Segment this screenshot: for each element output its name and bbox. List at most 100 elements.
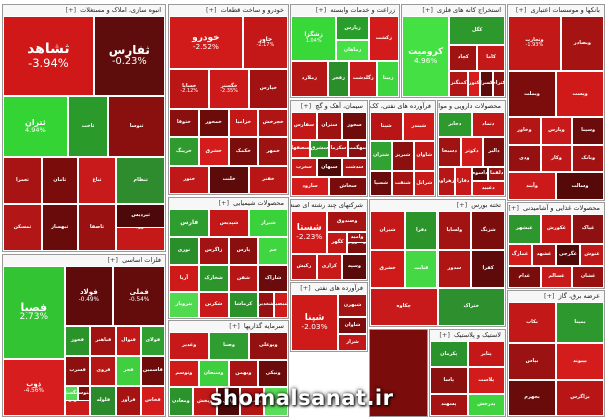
sector-food[interactable]: محصولات غذایی و آشامیدنی [+] غبشهر غکورش غ… (507, 202, 605, 289)
stock-tile[interactable]: کچاد (449, 45, 478, 72)
stock-tile[interactable]: فتوسا (77, 386, 91, 401)
stock-tile[interactable]: وبصادر (560, 16, 604, 72)
stock-tile[interactable]: خساپا -2.12% (169, 69, 210, 109)
sector-header[interactable]: فلزات اساسی [+] (3, 255, 165, 266)
stock-tile[interactable]: شاوان (338, 316, 367, 334)
stock-tile[interactable]: وبوعلی (248, 332, 288, 360)
stock-tile[interactable]: بجهرم (508, 379, 556, 416)
stock-tile[interactable]: وپست (556, 71, 604, 118)
stock-tile[interactable]: شخارک (198, 264, 229, 292)
stock-tile[interactable]: غمارگ (508, 243, 532, 266)
stock-tile[interactable]: شیراز (248, 209, 288, 238)
stock-tile[interactable]: بکاب (508, 302, 556, 344)
sector-header[interactable]: فرآورده های نفتی [+] (291, 283, 367, 294)
stock-tile[interactable]: آریا (169, 264, 199, 292)
stock-tile[interactable]: شنفت (392, 170, 414, 196)
stock-tile[interactable]: وتجارت -1.93% (508, 16, 561, 72)
stock-tile[interactable]: ورنا (264, 387, 288, 416)
stock-tile[interactable]: شستا -2.23% (291, 211, 328, 254)
stock-tile[interactable]: دفرا (405, 211, 438, 251)
stock-tile[interactable]: خرینگ (169, 137, 199, 166)
expand-button[interactable]: [+] (107, 256, 118, 264)
sector-header[interactable]: محصولات غذایی و آشامیدنی [+] (508, 203, 604, 214)
sector-header[interactable]: بانکها و موسسات اعتباری [+] (508, 5, 604, 16)
stock-tile[interactable]: کفرا (471, 250, 505, 289)
stock-tile[interactable]: ذوب -4.56% (3, 359, 65, 416)
stock-tile[interactable]: وپخش (192, 387, 217, 416)
stock-tile[interactable]: وسینا (572, 117, 604, 145)
stock-tile[interactable]: زملارد (291, 60, 328, 97)
sector-header[interactable]: سرمایه گذاریها [+] (169, 321, 288, 332)
expand-button[interactable]: [+] (439, 331, 450, 339)
stock-tile[interactable]: بپاس (508, 343, 556, 380)
stock-tile[interactable]: خپارس (248, 69, 288, 109)
sector-petroleum-products[interactable]: فرآورده های نفتی [+] شپنا -2.03% شبهرن شاوا… (290, 282, 368, 352)
stock-tile[interactable]: سخاش (329, 176, 367, 196)
stock-tile[interactable]: خفنر (248, 165, 288, 194)
stock-tile[interactable]: فلوله (90, 386, 117, 416)
stock-tile[interactable]: فخوز (64, 326, 91, 356)
stock-tile[interactable]: زاگرس (198, 237, 229, 265)
sector-banks[interactable]: بانکها و موسسات اعتباری [+] وتجارت -1.93%… (507, 4, 605, 201)
stock-tile[interactable]: ومعادن (169, 387, 193, 416)
stock-tile[interactable]: بپیوند (556, 343, 604, 380)
stock-tile[interactable]: ثتران 4.94% (3, 95, 68, 157)
stock-tile[interactable]: ثفارس -0.23% (93, 16, 165, 96)
sector-header[interactable]: محصولات شیمیایی [+] (169, 198, 288, 209)
stock-tile[interactable]: شپنا -2.03% (291, 294, 339, 351)
stock-tile[interactable]: دسبحا (438, 137, 461, 167)
stock-tile[interactable]: دالبر (482, 137, 505, 167)
stock-tile[interactable]: سشرق (310, 139, 329, 159)
stock-tile[interactable]: ثاصفا (77, 204, 117, 251)
stock-tile[interactable]: دفارا (454, 166, 472, 196)
stock-tile[interactable]: زبینا (377, 60, 399, 97)
stock-tile[interactable]: ثپردیس (116, 204, 165, 228)
stock-tile[interactable]: سصفها (291, 139, 310, 159)
sector-header[interactable]: تخته بورس [+] (370, 200, 505, 211)
stock-tile[interactable]: بزاگرس (556, 379, 604, 416)
stock-tile[interactable]: وبهمن (228, 359, 259, 388)
stock-tile[interactable]: شغدیر (258, 291, 274, 318)
stock-tile[interactable]: ولساپا (437, 211, 472, 251)
sector-header[interactable]: استخراج کانه های فلزی [+] (402, 5, 505, 16)
stock-tile[interactable]: نوری (169, 237, 199, 265)
stock-tile[interactable]: شفن (228, 264, 259, 292)
expand-button[interactable]: [+] (544, 292, 555, 300)
stock-tile[interactable]: فاسمین (140, 356, 165, 386)
stock-tile[interactable]: وبملت (508, 71, 556, 118)
stock-tile[interactable]: فارس (169, 209, 210, 238)
stock-tile[interactable]: وتوسم (169, 359, 199, 388)
sector-cement[interactable]: سیمان، آهک و گچ [+] سفارس ستران سخوز سصفها س… (290, 100, 368, 197)
stock-tile[interactable]: غنوش (580, 243, 604, 266)
sector-header[interactable]: فرآورده های نفتی، کک و سوخت هسته ای [+] (370, 101, 435, 112)
stock-tile[interactable]: وسپه (341, 253, 367, 280)
sector-header[interactable]: لاستیک و پلاستیک [+] (430, 330, 505, 341)
stock-tile[interactable]: ثنظام (116, 157, 165, 204)
stock-tile[interactable]: وصنا (209, 332, 249, 360)
stock-tile[interactable]: شتران (370, 141, 393, 171)
stock-tile[interactable]: سبهان (316, 158, 342, 177)
sector-investments[interactable]: سرمایه گذاریها [+] وغدیر وصنا وبوعلی وتوسم و… (168, 320, 289, 417)
expand-button[interactable]: [+] (218, 199, 230, 207)
sector-metal-ores[interactable]: استخراج کانه های فلزی [+] کرومیت 4.96% کگل… (401, 4, 506, 98)
stock-tile[interactable]: فنوال (116, 326, 141, 356)
stock-tile[interactable]: دعبید (471, 180, 505, 196)
stock-tile[interactable]: غکورش (540, 214, 573, 244)
stock-tile[interactable]: غشان (572, 265, 604, 288)
stock-tile[interactable]: غدام (508, 265, 541, 288)
expand-button[interactable]: [+] (206, 6, 217, 14)
stock-tile[interactable]: ختراک (437, 288, 505, 326)
stock-tile[interactable]: کمنگنز (449, 71, 468, 97)
stock-tile[interactable]: دکوثر (460, 137, 483, 167)
stock-tile[interactable]: خمحور (198, 108, 229, 138)
stock-tile[interactable]: خکمک (228, 137, 259, 166)
stock-tile[interactable]: وبانک (572, 144, 604, 173)
expand-button[interactable]: [+] (315, 6, 327, 14)
stock-tile[interactable]: ثباغ (77, 157, 117, 204)
sector-misc[interactable]: تخته بورس [+] شیران دفرا ولساپا شزنگ خشرق قثا… (369, 199, 506, 327)
stock-tile[interactable]: ونیکی (258, 359, 288, 388)
stock-tile[interactable]: سدور (437, 250, 472, 289)
stock-tile[interactable]: ثاخت (67, 95, 109, 157)
stock-tile[interactable]: خشرق (198, 137, 229, 166)
